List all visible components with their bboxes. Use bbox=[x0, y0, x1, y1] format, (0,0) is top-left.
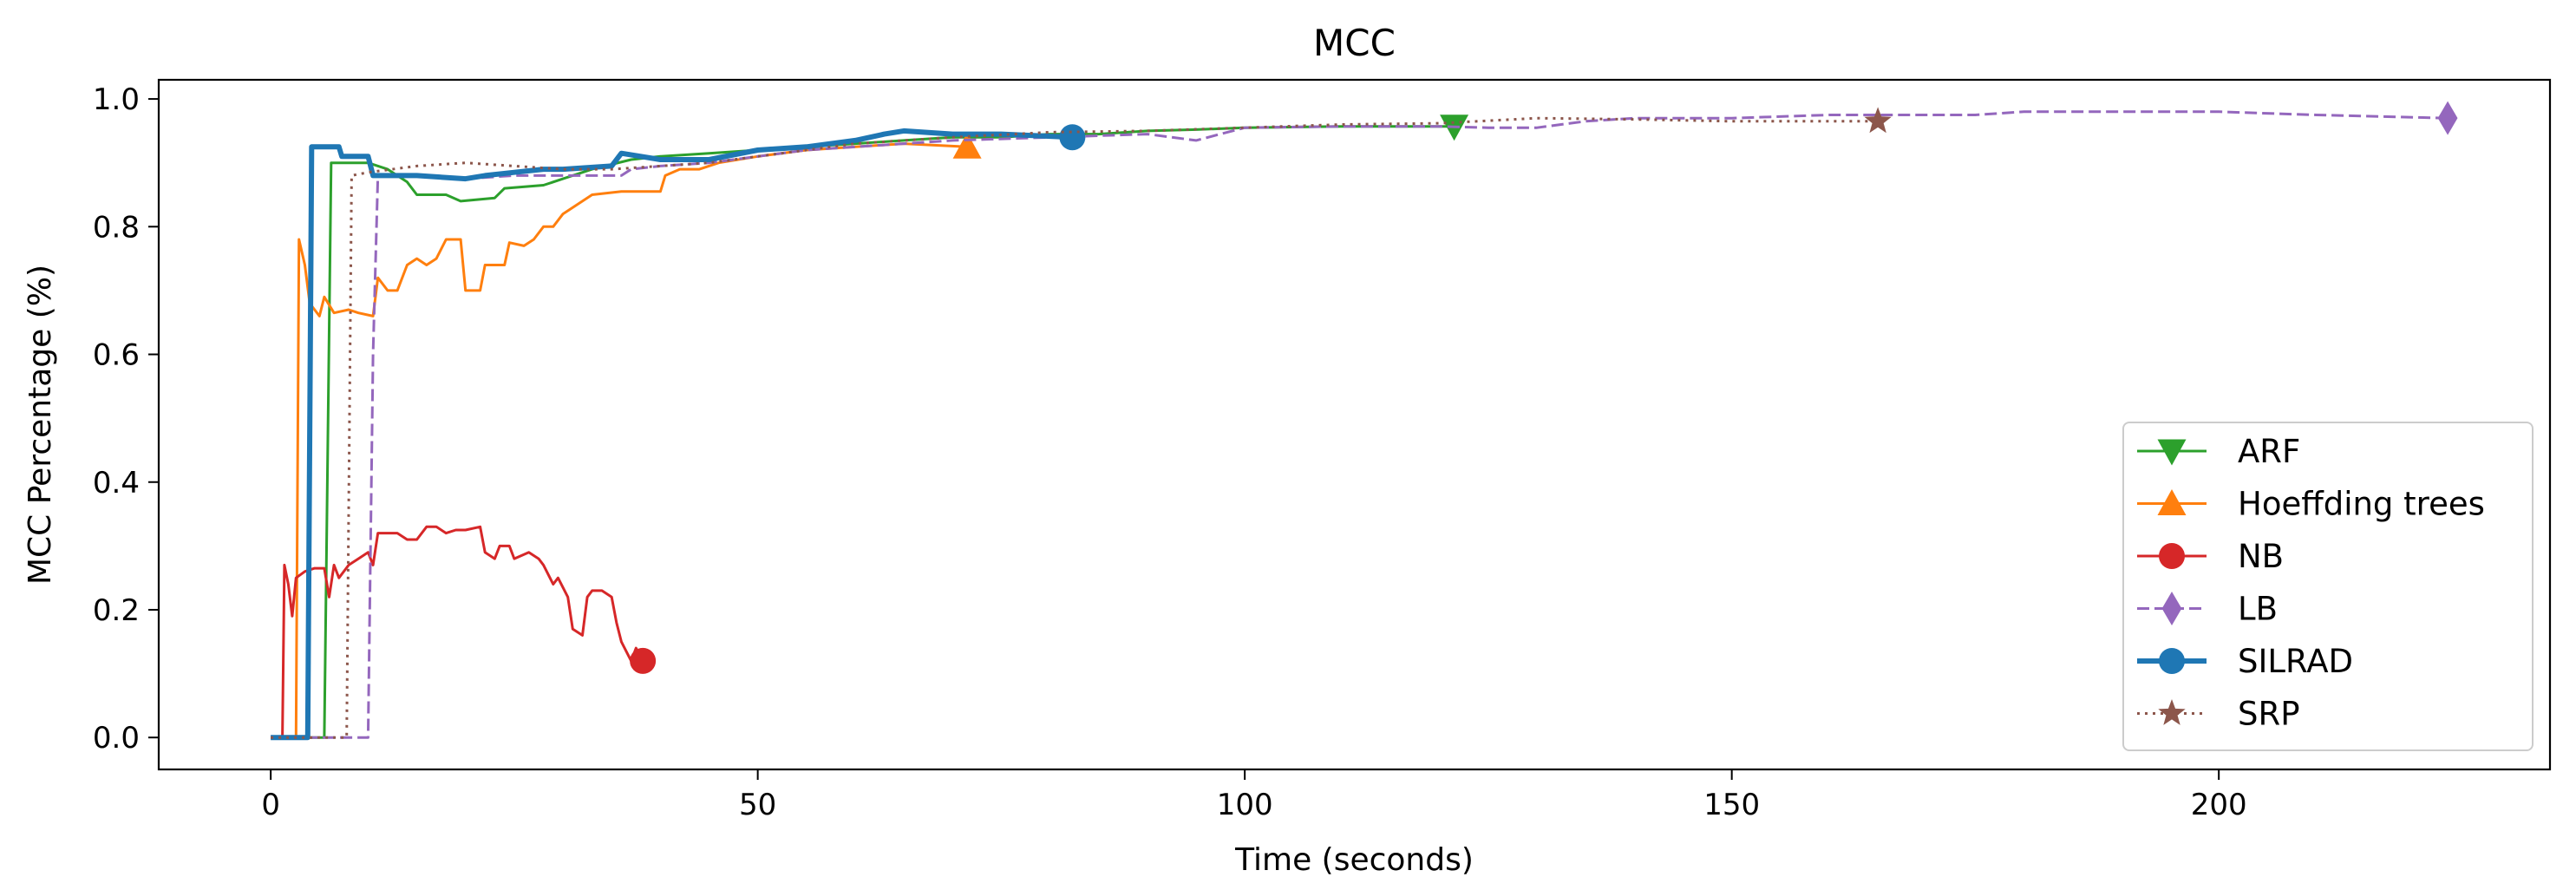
x-tick-label: 0 bbox=[261, 788, 280, 822]
end-marker-hoeffding-trees bbox=[952, 132, 982, 159]
x-tick-label: 100 bbox=[1217, 788, 1273, 822]
legend-item-arf: ARF bbox=[2137, 433, 2300, 470]
series-line-hoeffding-trees bbox=[271, 142, 968, 739]
legend-label: Hoeffding trees bbox=[2238, 486, 2485, 523]
legend-item-nb: NB bbox=[2137, 538, 2284, 575]
series-layer bbox=[271, 101, 2458, 741]
axes-layer: 0 50 100 150 200 0.0 0.2 0.4 0.6 0.8 1.0 bbox=[93, 78, 2552, 822]
series-line-lb bbox=[271, 110, 2449, 739]
series-line-nb bbox=[271, 525, 644, 739]
legend-label: ARF bbox=[2238, 433, 2300, 470]
legend-box bbox=[2122, 422, 2534, 751]
x-axis-label: Time (seconds) bbox=[1234, 842, 1474, 878]
y-tick-label: 0.2 bbox=[93, 593, 140, 628]
legend-marker-srp bbox=[2158, 699, 2186, 725]
series-line-silrad bbox=[271, 128, 1073, 741]
x-tick-label: 200 bbox=[2191, 788, 2247, 822]
legend-item-silrad: SILRAD bbox=[2137, 643, 2353, 680]
legend-marker-arf bbox=[2157, 439, 2187, 466]
end-marker-nb bbox=[630, 647, 657, 674]
y-tick-label: 1.0 bbox=[93, 82, 140, 117]
legend-marker-nb bbox=[2159, 543, 2185, 569]
series-lb bbox=[271, 101, 2458, 739]
y-tick-label: 0.8 bbox=[93, 210, 140, 245]
y-axis-label: MCC Percentage (%) bbox=[23, 265, 58, 585]
x-tick-label: 50 bbox=[739, 788, 776, 822]
series-line-srp bbox=[271, 116, 1879, 739]
y-tick-label: 0.0 bbox=[93, 721, 140, 756]
y-tick-label: 0.6 bbox=[93, 338, 140, 373]
end-marker-silrad bbox=[1059, 124, 1086, 151]
legend-item-srp: SRP bbox=[2137, 696, 2300, 733]
end-marker-lb bbox=[2437, 101, 2458, 135]
legend-label: SRP bbox=[2238, 696, 2300, 733]
chart-title: MCC bbox=[1313, 22, 1396, 64]
legend-label: SILRAD bbox=[2238, 643, 2353, 680]
legend-marker-lb bbox=[2161, 592, 2182, 625]
series-srp bbox=[271, 107, 1892, 739]
legend-marker-hoeffding-trees bbox=[2157, 489, 2187, 515]
legend-item-hoeffding-trees: Hoeffding trees bbox=[2137, 486, 2485, 523]
y-tick-label: 0.4 bbox=[93, 466, 140, 501]
legend-label: NB bbox=[2238, 538, 2284, 575]
legend: ARF Hoeffding trees NB LB SILRAD SRP bbox=[2122, 422, 2534, 751]
series-nb bbox=[271, 525, 657, 739]
plot-frame bbox=[157, 78, 2552, 771]
x-tick-label: 150 bbox=[1703, 788, 1760, 822]
legend-label: LB bbox=[2238, 591, 2278, 628]
legend-marker-silrad bbox=[2159, 648, 2185, 674]
series-hoeffding-trees bbox=[271, 132, 982, 739]
legend-item-lb: LB bbox=[2137, 591, 2278, 628]
end-marker-srp bbox=[1864, 107, 1892, 134]
